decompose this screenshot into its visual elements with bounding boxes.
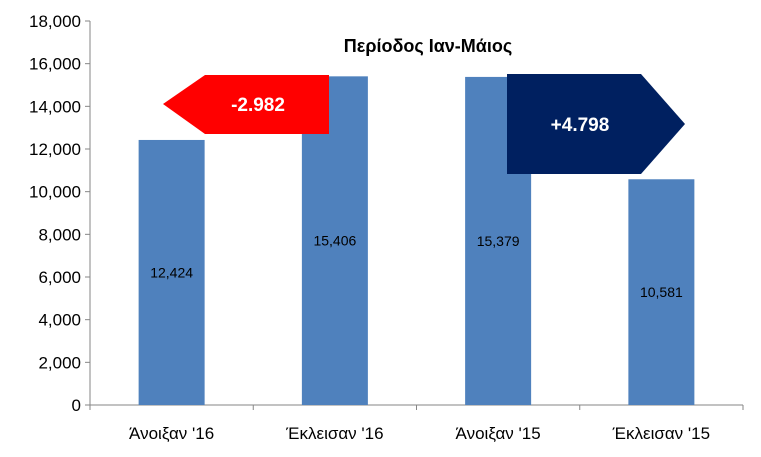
bar — [138, 139, 205, 406]
y-tick-label: 8,000 — [38, 225, 81, 244]
decrease-arrow-label: -2.982 — [231, 95, 285, 116]
category-label: Άνοιξαν '15 — [456, 424, 541, 443]
y-axis-ticks: 0 2,000 4,000 6,000 8,000 10,000 12,000 14,000 1… — [29, 12, 90, 415]
increase-arrow: +4.798 — [507, 74, 685, 174]
y-tick-label: 10,000 — [29, 183, 81, 202]
y-tick-label: 4,000 — [38, 311, 81, 330]
bar-value-label: 15,379 — [477, 233, 520, 249]
decrease-arrow-shape — [163, 75, 329, 134]
bar-value-label: 15,406 — [313, 233, 356, 249]
category-labels: Άνοιξαν '16 Έκλεισαν '16 Άνοιξαν '15 Έκλεισ… — [89, 405, 744, 443]
bar — [628, 179, 695, 405]
category-label: Έκλεισαν '16 — [285, 424, 383, 443]
y-tick-label: 0 — [72, 396, 81, 415]
increase-arrow-shape — [507, 74, 685, 174]
y-tick-label: 16,000 — [29, 55, 81, 74]
y-tick-label: 18,000 — [29, 12, 81, 31]
y-tick-label: 6,000 — [38, 268, 81, 287]
bar-value-label: 12,424 — [150, 264, 193, 280]
bars: 12,424 15,406 15,379 10,581 — [138, 76, 695, 406]
increase-arrow-label: +4.798 — [551, 115, 610, 136]
category-label: Άνοιξαν '16 — [129, 424, 214, 443]
y-tick-label: 12,000 — [29, 140, 81, 159]
chart-title: Περίοδος Ιαν-Μάιος — [344, 36, 512, 56]
bar-value-label: 10,581 — [640, 284, 683, 300]
category-label: Έκλεισαν '15 — [612, 424, 710, 443]
y-tick-label: 2,000 — [38, 353, 81, 372]
y-tick-label: 14,000 — [29, 97, 81, 116]
decrease-arrow: -2.982 — [163, 75, 329, 134]
